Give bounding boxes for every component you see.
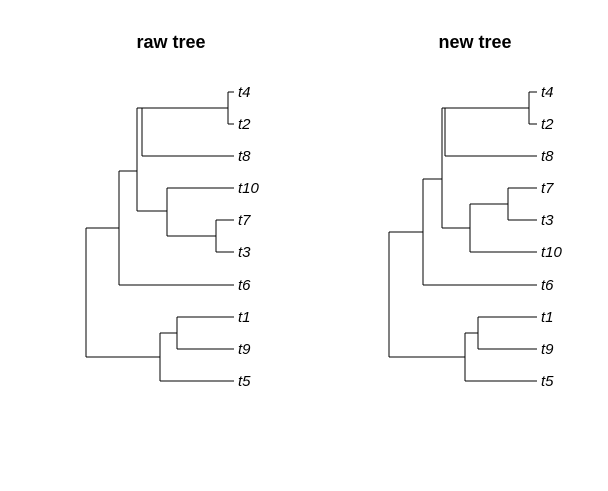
tip-label: t4 [541,84,554,101]
tip-labels: t4 t2 t8 t10 t7 t3 t6 t1 t9 t5 [238,84,260,390]
tip-label: t9 [238,341,251,358]
tip-label: t1 [541,309,554,326]
tip-label: t3 [238,244,251,261]
tree-edges [388,91,537,382]
tip-label: t5 [541,373,554,390]
tree-edges [85,91,234,382]
tip-label: t7 [541,180,554,197]
panel-title: raw tree [136,32,205,52]
tip-label: t4 [238,84,251,101]
tip-label: t10 [541,244,563,261]
tip-label: t9 [541,341,554,358]
panel-new-tree: new tree t4 t2 t8 t7 t3 t10 t6 t1 t9 t5 [388,32,563,390]
tip-label: t6 [238,277,251,294]
panel-title: new tree [438,32,511,52]
tip-label: t5 [238,373,251,390]
tip-label: t2 [541,116,554,133]
tip-label: t8 [541,148,554,165]
tip-label: t3 [541,212,554,229]
tip-label: t10 [238,180,260,197]
tip-labels: t4 t2 t8 t7 t3 t10 t6 t1 t9 t5 [541,84,563,390]
tip-label: t7 [238,212,251,229]
tip-label: t2 [238,116,251,133]
tip-label: t8 [238,148,251,165]
panel-raw-tree: raw tree t4 t2 t8 t10 t7 t3 t6 t1 t9 t5 [85,32,260,390]
tip-label: t6 [541,277,554,294]
tip-label: t1 [238,309,251,326]
